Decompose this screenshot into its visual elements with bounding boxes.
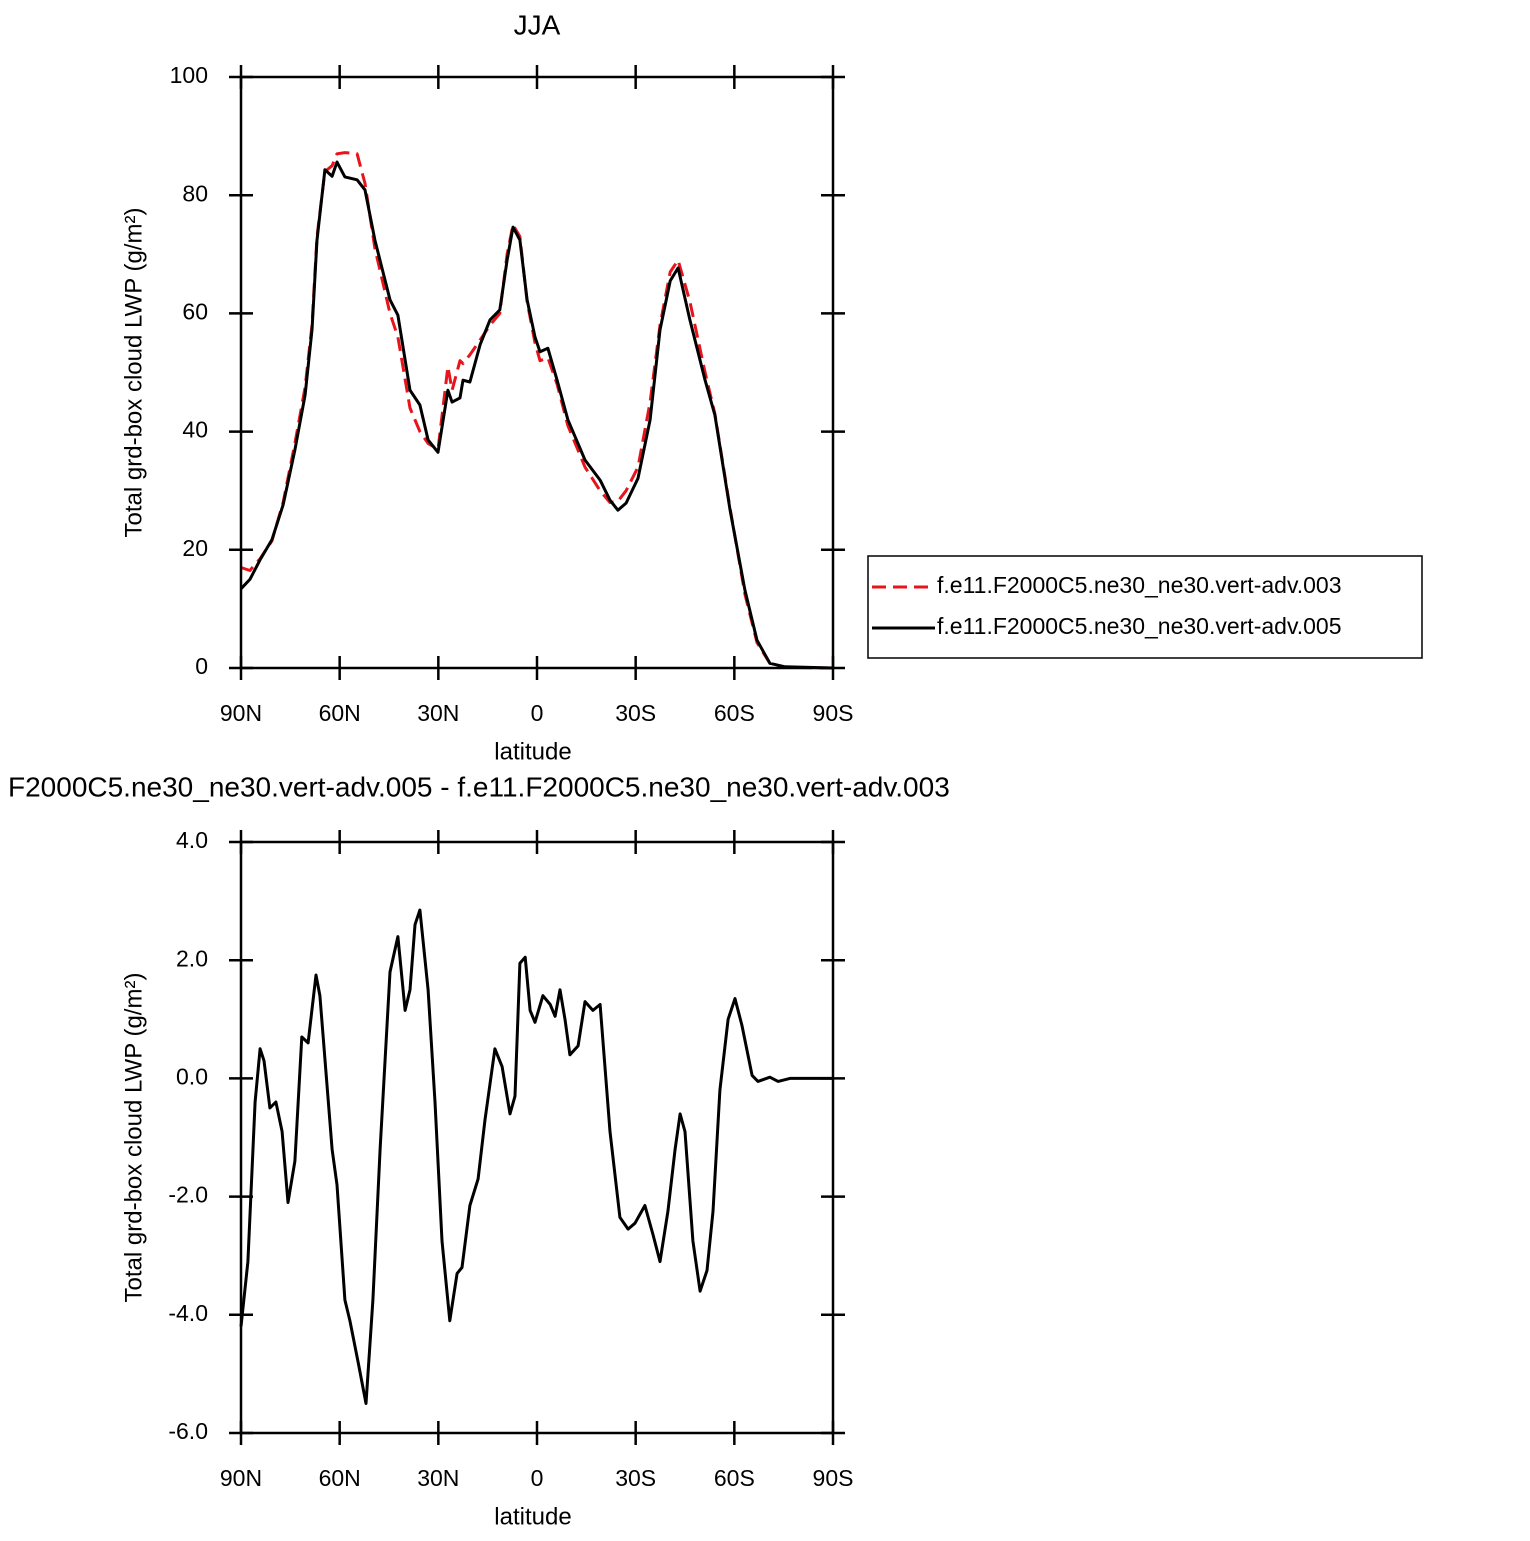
legend-label: f.e11.F2000C5.ne30_ne30.vert-adv.005 xyxy=(937,613,1342,639)
legend-box xyxy=(867,555,1423,659)
data-line xyxy=(240,151,834,670)
legend-label: f.e11.F2000C5.ne30_ne30.vert-adv.003 xyxy=(937,572,1342,598)
x-tick-label: 0 xyxy=(531,1465,544,1491)
y-tick-label: 60 xyxy=(182,298,208,324)
y-tick-label: -4.0 xyxy=(168,1300,208,1326)
x-tick-label: 90N xyxy=(220,1465,262,1491)
y-tick-label: 20 xyxy=(182,535,208,561)
y-tick-label: -2.0 xyxy=(168,1182,208,1208)
x-tick-label: 30N xyxy=(417,1465,459,1491)
x-tick-label: 30S xyxy=(615,1465,656,1491)
x-tick-label: 90N xyxy=(220,700,262,726)
y-tick-label: -6.0 xyxy=(168,1418,208,1444)
x-tick-label: 90S xyxy=(813,1465,854,1491)
x-axis-label: latitude xyxy=(494,1503,571,1530)
x-tick-label: 60N xyxy=(319,1465,361,1491)
y-tick-label: 0.0 xyxy=(176,1063,208,1089)
y-axis-label: Total grd-box cloud LWP (g/m²) xyxy=(120,973,147,1303)
x-tick-label: 60S xyxy=(714,700,755,726)
y-tick-label: 4.0 xyxy=(176,827,208,853)
y-tick-label: 2.0 xyxy=(176,945,208,971)
data-line xyxy=(239,908,833,1405)
y-tick-label: 100 xyxy=(170,62,208,88)
chart-title: F2000C5.ne30_ne30.vert-adv.005 - f.e11.F… xyxy=(8,771,950,802)
x-axis-label: latitude xyxy=(494,738,571,765)
x-tick-label: 30N xyxy=(417,700,459,726)
x-tick-label: 0 xyxy=(531,700,544,726)
y-axis-label: Total grd-box cloud LWP (g/m²) xyxy=(120,208,147,538)
y-tick-label: 80 xyxy=(182,180,208,206)
y-tick-label: 0 xyxy=(195,653,208,679)
chart-title: JJA xyxy=(514,9,561,40)
x-tick-label: 60N xyxy=(319,700,361,726)
x-tick-label: 90S xyxy=(813,700,854,726)
y-tick-label: 40 xyxy=(182,417,208,443)
data-line xyxy=(239,160,834,670)
x-tick-label: 30S xyxy=(615,700,656,726)
x-tick-label: 60S xyxy=(714,1465,755,1491)
